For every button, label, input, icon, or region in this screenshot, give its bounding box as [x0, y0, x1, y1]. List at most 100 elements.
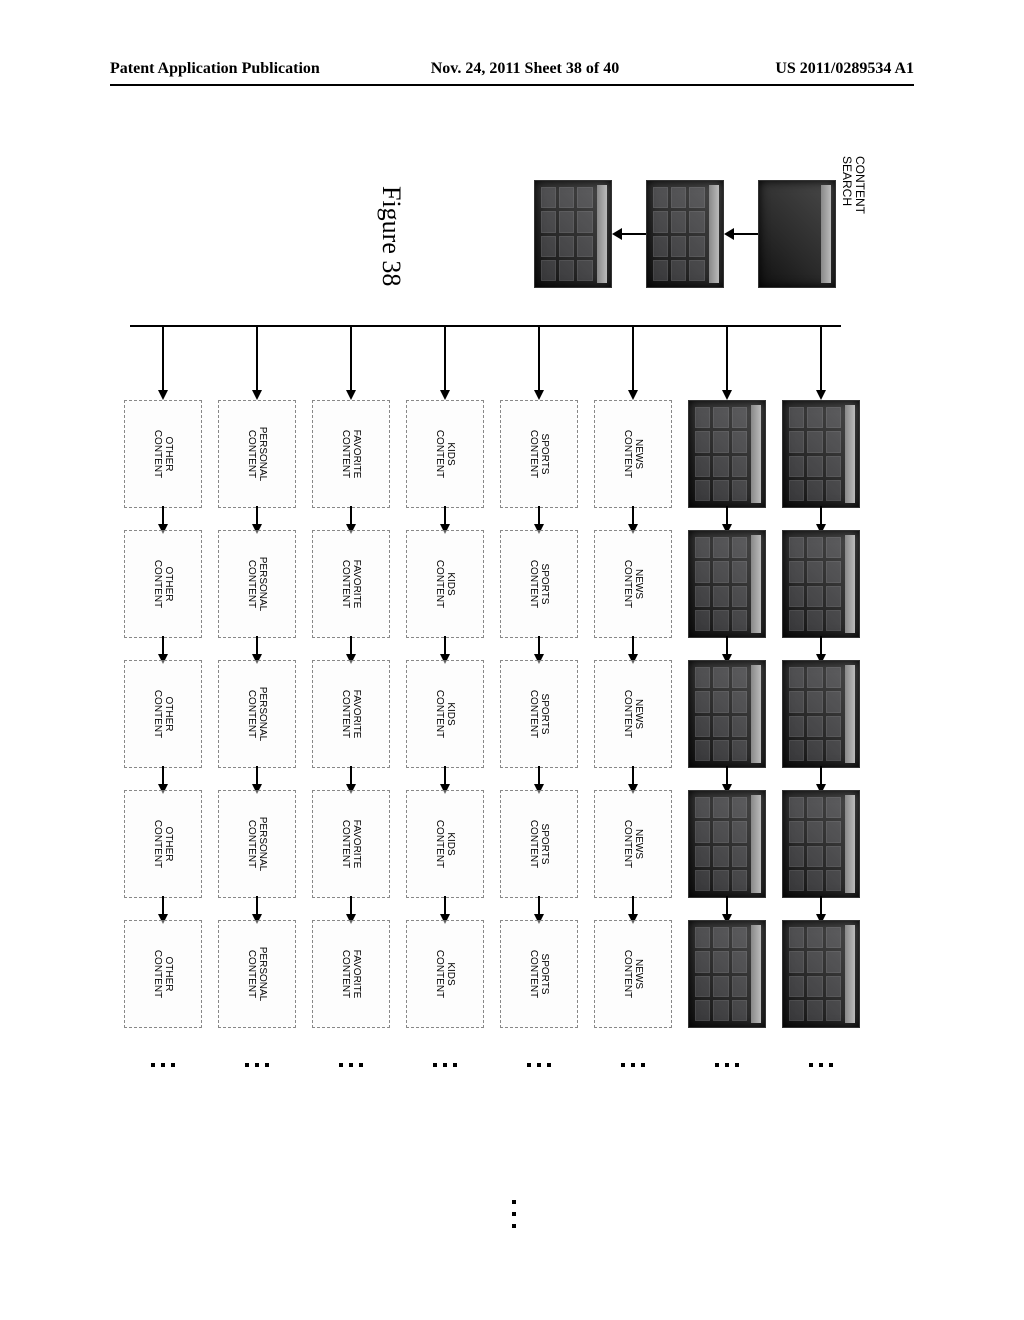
vertical-ellipsis-icon — [688, 1050, 766, 1080]
content-cell: 3000 — [688, 660, 766, 772]
tv-screen-thumb: 2400 — [782, 790, 860, 898]
right-arrow-icon — [625, 896, 641, 918]
content-cell: NEWSCONTENT — [594, 530, 672, 642]
bus-branch-arrow — [813, 325, 829, 400]
category-label: SPORTSCONTENT — [528, 690, 550, 738]
category-label: FAVORITECONTENT — [340, 820, 362, 869]
content-cell: 2800 — [688, 400, 766, 512]
right-arrow-icon — [155, 636, 171, 658]
right-arrow-icon — [249, 896, 265, 918]
right-arrow-icon — [343, 636, 359, 658]
content-cell: PERSONALCONTENT — [218, 530, 296, 642]
category-content-box: SPORTSCONTENT — [500, 660, 578, 768]
category-content-box: KIDSCONTENT — [406, 400, 484, 508]
right-arrow-icon — [531, 766, 547, 788]
content-cell: PERSONALCONTENT — [218, 790, 296, 902]
category-label: NEWSCONTENT — [622, 820, 644, 868]
content-cell: SPORTSCONTENT — [500, 660, 578, 772]
content-row: FAVORITECONTENT FAVORITECONTENT FAVORITECO… — [312, 400, 406, 1200]
category-label: SPORTSCONTENT — [528, 560, 550, 608]
category-label: FAVORITECONTENT — [340, 560, 362, 609]
content-cell: 2500 — [782, 920, 860, 1032]
bus-branch-arrow — [155, 325, 171, 400]
bus-branch-arrow — [249, 325, 265, 400]
tv-screen-thumb: 3500 — [534, 180, 612, 288]
content-cell: NEWSCONTENT — [594, 400, 672, 512]
right-arrow-icon — [437, 636, 453, 658]
content-rows: 2100220023002400250028002900300031003200… — [124, 400, 876, 1200]
left-column: CONTENT SEARCH 1700 3400 — [534, 150, 866, 320]
right-arrow-icon — [343, 766, 359, 788]
category-label: OTHERCONTENT — [152, 950, 174, 998]
content-cell: FAVORITECONTENT — [312, 530, 390, 642]
right-arrow-icon — [719, 636, 735, 658]
header-left: Patent Application Publication — [110, 60, 395, 78]
content-cell: OTHERCONTENT — [124, 790, 202, 902]
category-content-box: OTHERCONTENT — [124, 530, 202, 638]
down-arrow-icon — [612, 180, 646, 288]
page-header: Patent Application Publication Nov. 24, … — [0, 60, 1024, 78]
content-cell: KIDSCONTENT — [406, 400, 484, 512]
right-arrow-icon — [437, 506, 453, 528]
category-content-box: FAVORITECONTENT — [312, 660, 390, 768]
vertical-ellipsis-icon — [782, 1050, 860, 1080]
figure-38: CONTENT SEARCH 1700 3400 — [120, 150, 896, 1200]
content-cell: FAVORITECONTENT — [312, 400, 390, 512]
content-cell: KIDSCONTENT — [406, 660, 484, 772]
category-content-box: PERSONALCONTENT — [218, 400, 296, 508]
category-label: PERSONALCONTENT — [246, 947, 268, 1001]
right-arrow-icon — [531, 506, 547, 528]
content-cell: SPORTSCONTENT — [500, 790, 578, 902]
content-cell: SPORTSCONTENT — [500, 530, 578, 642]
right-arrow-icon — [437, 896, 453, 918]
bus-branch-arrow — [531, 325, 547, 400]
category-content-box: NEWSCONTENT — [594, 790, 672, 898]
tv-screen-thumb: 3200 — [688, 920, 766, 1028]
category-content-box: FAVORITECONTENT — [312, 530, 390, 638]
category-label: SPORTSCONTENT — [528, 950, 550, 998]
category-label: KIDSCONTENT — [434, 690, 456, 738]
content-row: SPORTSCONTENT SPORTSCONTENT SPORTSCONTENT S… — [500, 400, 594, 1200]
category-label: OTHERCONTENT — [152, 430, 174, 478]
bus-branch-arrow — [625, 325, 641, 400]
category-content-box: FAVORITECONTENT — [312, 790, 390, 898]
bus-branch-arrow — [343, 325, 359, 400]
category-label: NEWSCONTENT — [622, 690, 644, 738]
tv-screen-thumb: 3100 — [688, 790, 766, 898]
right-arrow-icon — [813, 766, 829, 788]
header-right: US 2011/0289534 A1 — [655, 60, 914, 78]
category-content-box: OTHERCONTENT — [124, 920, 202, 1028]
category-content-box: SPORTSCONTENT — [500, 920, 578, 1028]
category-label: OTHERCONTENT — [152, 560, 174, 608]
category-label: KIDSCONTENT — [434, 950, 456, 998]
content-row: KIDSCONTENTKIDSCONTENTKIDSCONTENTKIDSCON… — [406, 400, 500, 1200]
header-rule — [110, 84, 914, 86]
category-content-box: NEWSCONTENT — [594, 530, 672, 638]
search-screen-thumb: 1700 — [758, 180, 836, 288]
tv-screen-thumb: 2100 — [782, 400, 860, 508]
category-label: PERSONALCONTENT — [246, 817, 268, 871]
content-cell: PERSONALCONTENT — [218, 660, 296, 772]
content-cell: PERSONALCONTENT — [218, 920, 296, 1032]
content-cell: OTHERCONTENT — [124, 400, 202, 512]
category-content-box: FAVORITECONTENT — [312, 920, 390, 1028]
right-arrow-icon — [719, 896, 735, 918]
right-arrow-icon — [155, 896, 171, 918]
right-arrow-icon — [531, 896, 547, 918]
vertical-ellipsis-icon — [500, 1050, 578, 1080]
category-content-box: OTHERCONTENT — [124, 790, 202, 898]
content-cell: 2300 — [782, 660, 860, 772]
figure-label: Figure 38 — [376, 186, 406, 286]
tv-screen-thumb: 3400 — [646, 180, 724, 288]
category-label: PERSONALCONTENT — [246, 557, 268, 611]
category-content-box: SPORTSCONTENT — [500, 400, 578, 508]
tv-screen-thumb: 2900 — [688, 530, 766, 638]
content-cell: FAVORITECONTENT — [312, 920, 390, 1032]
bus-branch-arrow — [437, 325, 453, 400]
category-label: FAVORITECONTENT — [340, 950, 362, 999]
right-arrow-icon — [531, 636, 547, 658]
content-row: 2800 2900 3000 3100 3200 — [688, 400, 782, 1200]
label-line: SEARCH — [840, 156, 854, 206]
content-cell: FAVORITECONTENT — [312, 790, 390, 902]
category-content-box: SPORTSCONTENT — [500, 790, 578, 898]
